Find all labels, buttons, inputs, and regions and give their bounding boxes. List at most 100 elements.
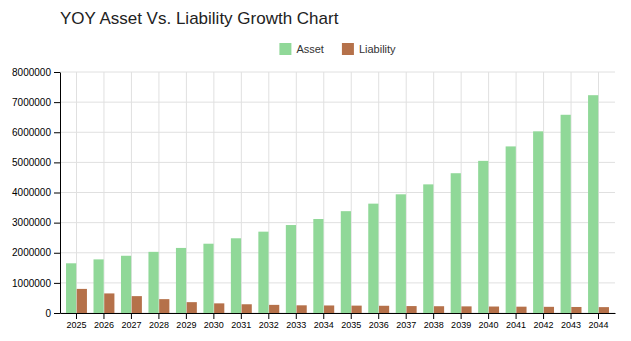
tick-label: 2029 [176,320,196,330]
legend-swatch [342,43,354,55]
bar [214,303,224,313]
tick-mark [378,313,379,319]
tick-mark [54,193,60,194]
tick-label: 0 [45,308,51,319]
tick-label: 2028 [149,320,169,330]
tick: 2035 [341,313,361,330]
tick-label: 2037 [396,320,416,330]
bar [176,248,186,313]
y-axis: 0100000020000003000000400000050000006000… [12,67,60,319]
legend: AssetLiability [279,43,396,55]
tick: 2040 [479,313,499,330]
tick-mark [598,313,599,319]
tick-label: 2025 [66,320,86,330]
tick-label: 6000000 [12,127,51,138]
tick-label: 2041 [506,320,526,330]
tick: 2027 [121,313,141,330]
tick: 2029 [176,313,196,330]
bar-series [66,95,598,313]
tick-label: 2000000 [12,247,51,258]
bar [599,307,609,313]
tick-label: 2027 [121,320,141,330]
legend-swatch [279,43,291,55]
grid-line [60,222,615,223]
tick-mark [54,102,60,103]
bar [352,306,362,313]
bar [121,256,131,313]
axis-line [60,73,61,314]
tick-label: 3000000 [12,217,51,228]
bar [406,306,416,313]
tick-label: 2036 [369,320,389,330]
tick-label: 2043 [561,320,581,330]
chart-root: 0100000020000003000000400000050000006000… [0,0,631,341]
tick: 2036 [369,313,389,330]
tick: 3000000 [12,217,60,228]
bar [434,306,444,313]
tick-mark [54,313,60,314]
bar [269,305,279,313]
bar [132,296,142,313]
tick: 2038 [424,313,444,330]
tick-label: 2040 [479,320,499,330]
tick-mark [488,313,489,319]
tick-mark [268,313,269,319]
tick: 2033 [286,313,306,330]
bar [533,131,543,313]
bar [231,238,241,313]
grid [60,72,615,313]
bar [396,194,406,313]
bar [341,211,351,313]
tick-mark [433,313,434,319]
bar [571,307,581,313]
tick-label: 1000000 [12,278,51,289]
tick-label: 2030 [204,320,224,330]
tick-label: 2039 [451,320,471,330]
bar [478,161,488,313]
tick-mark [241,313,242,319]
tick-mark [54,253,60,254]
bar [379,306,389,313]
tick-mark [54,72,60,73]
bars [66,95,609,313]
tick-label: 5000000 [12,157,51,168]
tick: 2041 [506,313,526,330]
tick-label: 8000000 [12,67,51,78]
bar [313,219,323,313]
tick-mark [54,162,60,163]
bar [242,304,252,313]
tick-mark [186,313,187,319]
tick-mark [54,132,60,133]
tick: 2026 [94,313,114,330]
tick-label: 2038 [424,320,444,330]
tick-mark [323,313,324,319]
tick: 7000000 [12,97,60,108]
grid-line [60,162,615,163]
axis-line [61,313,616,314]
tick-mark [516,313,517,319]
bar [423,184,433,313]
tick: 2031 [231,313,251,330]
bar [159,299,169,313]
tick-label: 2044 [588,320,608,330]
tick-mark [158,313,159,319]
chart-container: 0100000020000003000000400000050000006000… [0,0,631,341]
plot-area: 0100000020000003000000400000050000006000… [12,67,615,331]
tick: 2030 [204,313,224,330]
bar [489,307,499,313]
tick-mark [103,313,104,319]
tick-mark [213,313,214,319]
bar [77,289,87,313]
grid-line [60,72,615,73]
bar [203,244,213,313]
legend-label: Asset [296,43,324,55]
tick: 2043 [561,313,581,330]
tick-label: 2033 [286,320,306,330]
bar [506,146,516,313]
tick-mark [351,313,352,319]
grid-line [60,252,615,253]
tick: 8000000 [12,67,60,78]
tick-mark [296,313,297,319]
grid-line [60,132,615,133]
bar [561,115,571,313]
